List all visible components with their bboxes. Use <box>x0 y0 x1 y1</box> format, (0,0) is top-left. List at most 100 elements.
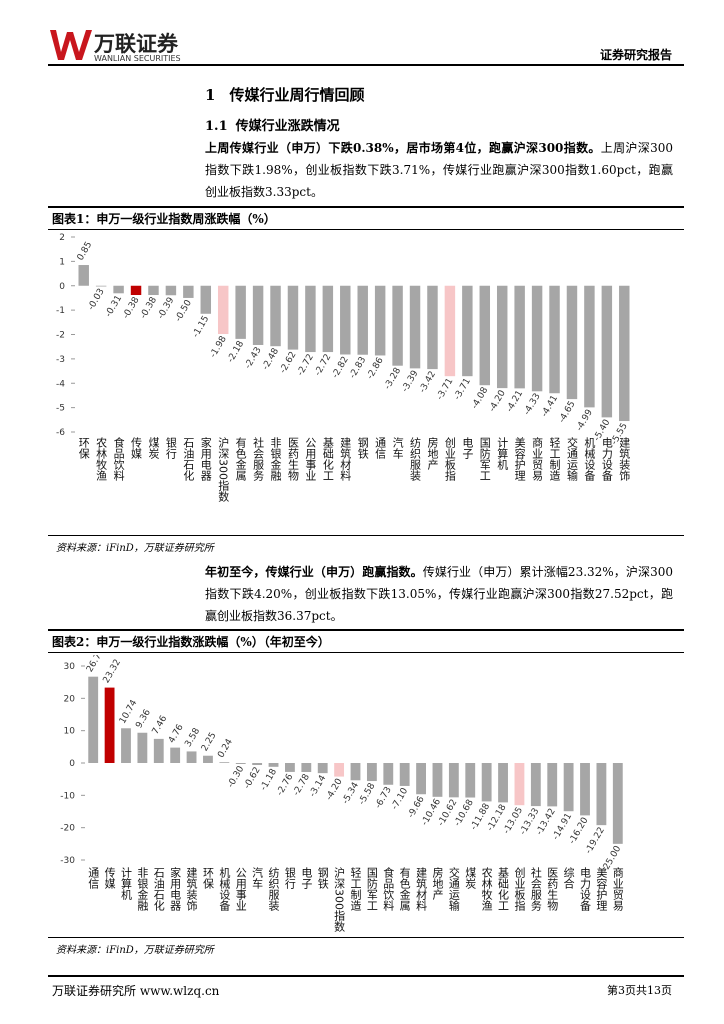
value-label: -1.98 <box>209 334 229 359</box>
value-label: 0.24 <box>216 737 235 760</box>
x-tick-label: 医药生物 <box>286 437 299 481</box>
bar <box>183 285 194 298</box>
x-tick-label: 煤炭 <box>464 867 477 890</box>
value-label: -2.18 <box>226 339 246 364</box>
bar <box>416 763 426 795</box>
figure-rule <box>48 535 684 536</box>
bar <box>317 763 328 774</box>
bar <box>496 285 508 389</box>
x-tick-label: 电力设备 <box>600 437 613 482</box>
paragraph-text: 传媒行业（申万）累计涨幅23.32%，沪深300指数下跌4.20%，创业板指数下… <box>205 565 673 623</box>
x-tick-label: 公用事业 <box>304 437 317 481</box>
bar <box>121 728 131 763</box>
bar <box>357 285 368 355</box>
x-tick-label: 房地产 <box>426 437 439 471</box>
x-tick-label: 综合 <box>562 866 575 889</box>
x-tick-label: 沪深300指数 <box>333 866 346 933</box>
value-label: -4.99 <box>575 408 595 433</box>
x-tick-label: 房地产 <box>431 867 444 901</box>
value-label: 7.46 <box>151 714 170 737</box>
x-tick-label: 交通运输 <box>565 436 578 482</box>
bar <box>549 285 560 394</box>
bar <box>514 285 525 389</box>
subsection-number: 1.1 <box>205 119 228 134</box>
paragraph-lead: 年初至今，传媒行业（申万）跑赢指数。 <box>205 565 423 579</box>
y-tick-label: 10 <box>64 727 76 737</box>
figure-rule <box>48 652 684 653</box>
bar <box>148 285 159 296</box>
bar <box>153 738 164 763</box>
value-label: 0.85 <box>76 240 95 262</box>
report-type: 证券研究报告 <box>599 48 672 62</box>
y-tick-label: -6 <box>56 428 65 438</box>
bar <box>566 285 578 400</box>
logo-mark <box>50 30 92 60</box>
x-tick-label: 创业板指 <box>443 437 456 482</box>
bar <box>530 763 541 807</box>
x-tick-label: 机械设备 <box>583 436 596 482</box>
bar <box>392 285 403 366</box>
x-tick-label: 基础化工 <box>497 867 510 911</box>
bar <box>235 285 246 339</box>
x-tick-label: 食品饮料 <box>382 866 395 912</box>
x-tick-label: 机械设备 <box>218 866 231 912</box>
value-label: -3.42 <box>418 370 438 395</box>
value-label: -0.03 <box>86 287 106 312</box>
bar <box>340 285 351 355</box>
logo-cn: 万联证券 <box>94 32 178 56</box>
x-tick-label: 建筑材料 <box>339 436 352 482</box>
subsection-title: 传媒行业涨跌情况 <box>235 119 340 134</box>
x-tick-label: 建筑装饰 <box>185 866 198 911</box>
bar <box>531 285 543 392</box>
section-title: 传媒行业周行情回顾 <box>229 86 365 104</box>
paragraph-text: 上周沪深300指数下跌1.98%，创业板指数下跌3.71%，传媒行业跑赢沪深30… <box>205 141 674 199</box>
value-label: 26.70 <box>85 655 107 674</box>
x-tick-label: 银行 <box>164 436 177 460</box>
paragraph-lead: 上周传媒行业（申万）下跌0.38%，居市场第4位，跑赢沪深300指数。 <box>205 141 601 155</box>
y-tick-label: 0 <box>69 759 75 769</box>
value-label: -3.71 <box>435 377 455 402</box>
bar <box>580 763 590 816</box>
x-tick-label: 农林牧渔 <box>95 436 108 482</box>
bar <box>350 763 361 781</box>
value-label: -2.48 <box>261 346 281 371</box>
bar <box>444 285 456 377</box>
bar <box>113 285 124 294</box>
figure-rule <box>48 229 684 230</box>
bar <box>374 285 386 356</box>
x-tick-label: 环保 <box>201 867 214 890</box>
bar <box>465 763 476 798</box>
bar <box>200 285 212 314</box>
value-label: 3.58 <box>183 726 202 749</box>
x-tick-label: 纺织服装 <box>409 436 422 482</box>
x-tick-label: 环保 <box>77 437 90 460</box>
x-tick-label: 社会服务 <box>252 436 265 481</box>
x-tick-label: 沪深300指数 <box>217 436 230 503</box>
y-tick-label: -1 <box>56 306 65 316</box>
x-tick-label: 通信 <box>374 437 387 460</box>
paragraph: 年初至今，传媒行业（申万）跑赢指数。传媒行业（申万）累计涨幅23.32%，沪深3… <box>205 561 673 627</box>
y-tick-label: -20 <box>60 824 75 834</box>
x-tick-label: 创业板指 <box>513 867 526 912</box>
bar <box>584 285 595 408</box>
bar <box>514 763 525 806</box>
x-tick-label: 轻工制造 <box>349 866 362 911</box>
x-tick-label: 社会服务 <box>529 866 542 911</box>
value-label: -0.50 <box>174 298 194 323</box>
bar <box>563 763 574 812</box>
bar <box>285 763 295 772</box>
x-tick-label: 美容护理 <box>513 437 526 481</box>
x-tick-label: 传媒 <box>103 867 116 890</box>
x-tick-label: 轻工制造 <box>548 436 561 481</box>
bar <box>334 763 345 777</box>
bar <box>322 285 334 353</box>
figure-title: 图表2：申万一级行业指数涨跌幅（%）（年初至今） <box>52 635 330 649</box>
x-tick-label: 商业贸易 <box>611 866 624 912</box>
x-tick-label: 计算机 <box>119 867 132 900</box>
value-label: -4.65 <box>557 400 577 425</box>
x-tick-label: 家用电器 <box>169 866 182 912</box>
bar <box>186 751 197 763</box>
x-tick-label: 电子 <box>300 867 313 889</box>
bar <box>170 747 181 763</box>
bar <box>78 265 89 286</box>
